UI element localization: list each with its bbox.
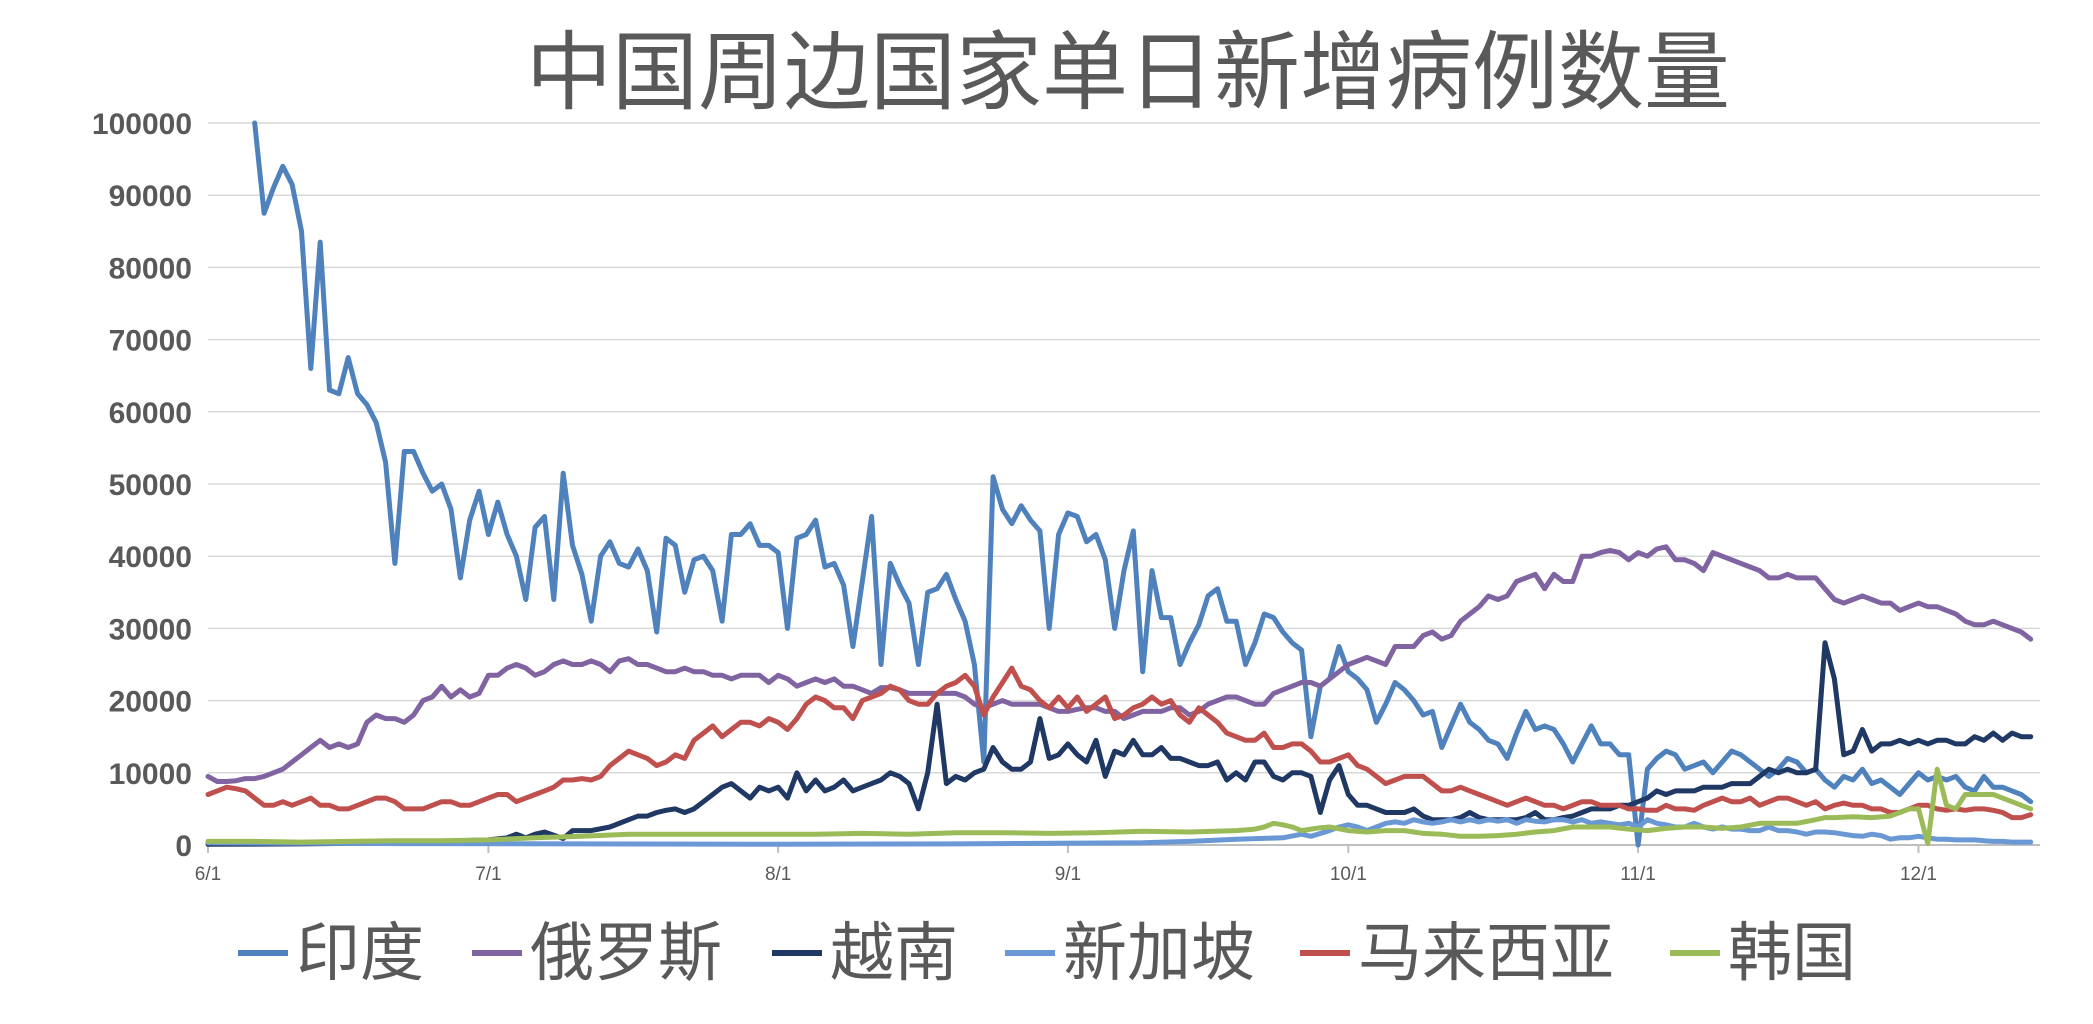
legend-label: 韩国 bbox=[1728, 917, 1856, 991]
legend-label: 越南 bbox=[830, 917, 958, 991]
y-tick-label: 70000 bbox=[109, 325, 192, 358]
x-tick-label: 8/1 bbox=[765, 864, 791, 885]
y-tick-label: 10000 bbox=[109, 758, 192, 791]
y-tick-label: 60000 bbox=[109, 397, 192, 430]
y-axis-tick-labels: 0 10000 20000 30000 40000 50000 60000 70000 8000… bbox=[92, 108, 192, 863]
x-tick-label: 7/1 bbox=[475, 864, 501, 885]
y-tick-label: 30000 bbox=[109, 613, 192, 646]
series-line bbox=[205, 544, 2034, 784]
x-tick-label: 10/1 bbox=[1330, 864, 1367, 885]
y-tick-label: 80000 bbox=[109, 252, 192, 285]
x-tick-label: 9/1 bbox=[1055, 864, 1081, 885]
series-lines bbox=[205, 120, 2034, 848]
series-line bbox=[205, 817, 2034, 847]
series-line bbox=[205, 640, 2034, 847]
legend-label: 俄罗斯 bbox=[530, 917, 722, 991]
y-tick-label: 90000 bbox=[109, 180, 192, 213]
legend-label: 印度 bbox=[296, 917, 424, 991]
y-tick-label: 100000 bbox=[92, 108, 192, 141]
legend-label: 新加坡 bbox=[1063, 917, 1255, 991]
chart-title: 中国周边国家单日新增病例数量 bbox=[526, 23, 1730, 123]
x-tick-label: 11/1 bbox=[1620, 864, 1656, 885]
legend-label: 马来西亚 bbox=[1358, 917, 1614, 991]
x-axis-tick-labels: 6/1 7/1 8/1 9/1 10/1 11/1 12/1 bbox=[195, 845, 1937, 885]
legend: 印度 俄罗斯 越南 新加坡 马来西亚 韩国 bbox=[238, 917, 1856, 991]
y-tick-label: 50000 bbox=[109, 469, 192, 502]
y-tick-label: 0 bbox=[175, 830, 192, 863]
x-tick-label: 6/1 bbox=[195, 864, 221, 885]
y-tick-label: 40000 bbox=[109, 541, 192, 574]
series-line bbox=[252, 120, 2034, 848]
y-tick-label: 20000 bbox=[109, 686, 192, 719]
series-line bbox=[205, 665, 2034, 821]
series-line bbox=[205, 766, 2034, 847]
gridlines bbox=[208, 122, 2040, 846]
x-tick-label: 12/1 bbox=[1900, 864, 1937, 885]
